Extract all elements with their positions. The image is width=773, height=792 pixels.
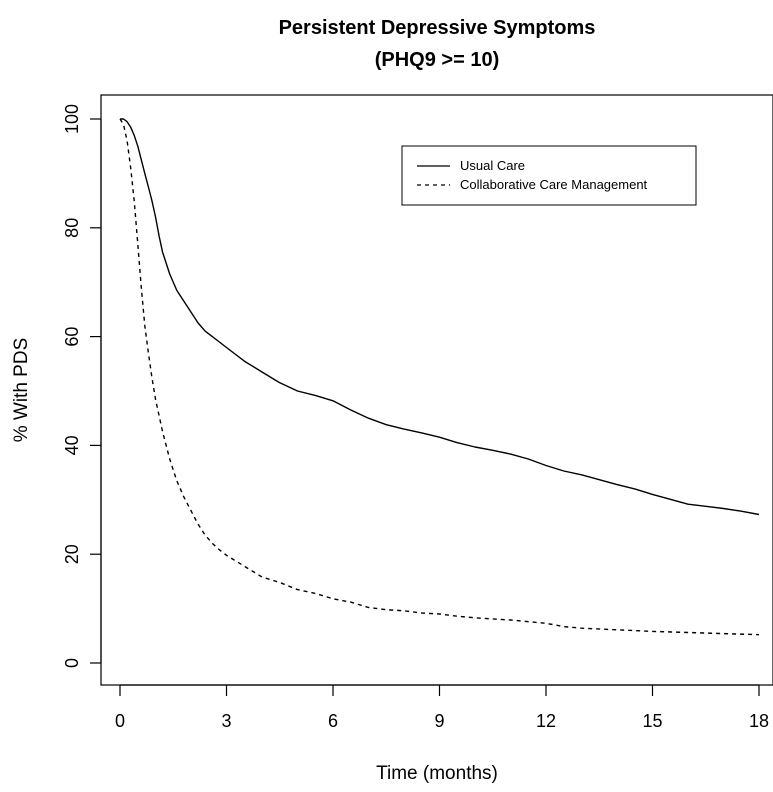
x-tick-label: 0 [115, 711, 125, 731]
legend-label-collaborative-care: Collaborative Care Management [460, 177, 648, 192]
series-line-collaborative-care-management [119, 118, 760, 636]
y-tick-label: 80 [62, 218, 82, 238]
chart-title-line2: (PHQ9 >= 10) [375, 49, 500, 71]
series-layer [119, 118, 760, 636]
y-tick-label: 20 [62, 544, 82, 564]
y-tick-label: 0 [62, 658, 82, 668]
x-axis-label: Time (months) [376, 763, 498, 784]
legend-box [401, 145, 697, 206]
y-tick-label: 60 [62, 327, 82, 347]
x-tick-label: 6 [328, 711, 338, 731]
x-tick-label: 12 [536, 711, 556, 731]
x-tick-label: 18 [749, 711, 769, 731]
y-axis-label: % With PDS [11, 338, 32, 443]
y-tick-label: 40 [62, 435, 82, 455]
legend-label-usual-care: Usual Care [460, 158, 525, 173]
y-axis: 0 20 40 60 80 100 [62, 104, 102, 668]
series-line-usual-care [120, 118, 760, 516]
chart-title-line1: Persistent Depressive Symptoms [279, 17, 596, 39]
x-tick-label: 15 [642, 711, 662, 731]
y-tick-label: 100 [62, 104, 82, 134]
x-tick-label: 3 [221, 711, 231, 731]
x-tick-label: 9 [434, 711, 444, 731]
x-axis: 0 3 6 9 12 15 18 [115, 684, 769, 731]
legend: Usual Care Collaborative Care Management [401, 145, 697, 206]
